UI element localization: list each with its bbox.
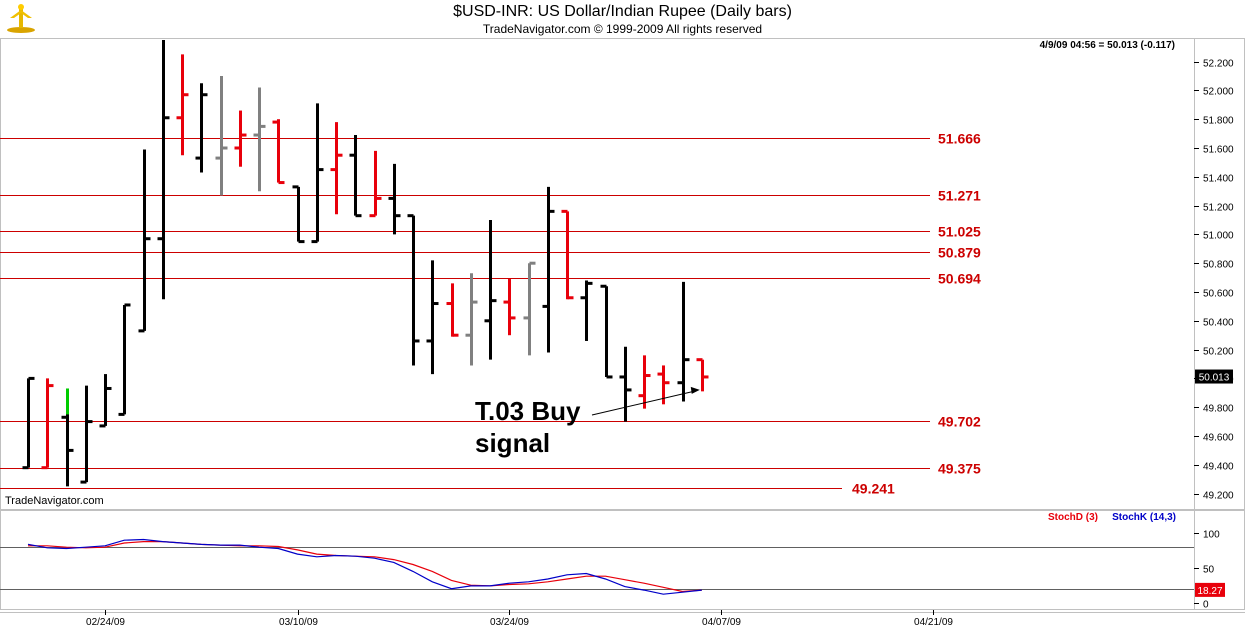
- ohlc-bar: [22, 376, 35, 470]
- ohlc-bar: [369, 150, 382, 218]
- ohlc-bar: [330, 122, 343, 215]
- price-axis-label: 49.400: [1203, 462, 1234, 473]
- annotation-line2: signal: [475, 428, 550, 458]
- ohlc-bar: [407, 214, 420, 366]
- ohlc-bar: [677, 281, 690, 402]
- ohlc-bar: [638, 355, 651, 409]
- stoch-layer: 100 50 0 18.27: [0, 530, 1225, 611]
- ohlc-bar: [580, 280, 593, 341]
- watermark: TradeNavigator.com: [5, 495, 104, 507]
- level-label: 51.271: [938, 188, 981, 204]
- ohlc-bar: [561, 209, 574, 300]
- price-axis-label: 50.600: [1203, 289, 1234, 300]
- ohlc-bar: [484, 220, 497, 360]
- chart-title: $USD-INR: US Dollar/Indian Rupee (Daily …: [453, 3, 792, 20]
- stoch-last-value-label: 18.27: [1197, 586, 1222, 597]
- ohlc-bar: [215, 76, 228, 196]
- level-label: 49.702: [938, 414, 981, 430]
- level-label: 51.025: [938, 224, 981, 240]
- ohlc-bar: [195, 83, 208, 173]
- bars-layer: [22, 40, 709, 487]
- price-readout: 4/9/09 04:56 = 50.013 (-0.117): [1040, 40, 1175, 51]
- annotation-arrowhead: [690, 386, 700, 394]
- ohlc-bar: [446, 283, 459, 337]
- chart-header: $USD-INR: US Dollar/Indian Rupee (Daily …: [0, 0, 1245, 38]
- trade-navigator-logo-icon: [7, 4, 35, 33]
- price-axis-label: 50.200: [1203, 347, 1234, 358]
- date-axis-label: 04/07/09: [702, 617, 741, 628]
- ohlc-bar: [118, 303, 131, 416]
- ohlc-bar: [349, 135, 362, 218]
- price-axis-layer: 52.200 52.000 51.800 51.600 51.400 51.200 51.0…: [1194, 59, 1234, 502]
- level-label: 50.879: [938, 245, 981, 261]
- ohlc-bar: [272, 119, 285, 185]
- ohlc-bar: [253, 87, 266, 192]
- ohlc-bar: [523, 261, 536, 356]
- ohlc-bar: [61, 388, 74, 487]
- ohlc-bar: [157, 40, 170, 300]
- level-label: 49.241: [852, 481, 895, 497]
- ohlc-bar: [292, 185, 305, 244]
- date-axis-layer: 02/24/09 03/10/09 03/24/09 04/07/09 04/21/09: [86, 610, 953, 628]
- price-axis-label: 51.000: [1203, 231, 1234, 242]
- stoch-axis-label: 100: [1203, 530, 1220, 541]
- ohlc-bar: [503, 279, 516, 336]
- stoch-series-line: [27, 538, 702, 595]
- ohlc-bar: [99, 374, 112, 428]
- date-axis-label: 02/24/09: [86, 617, 125, 628]
- ohlc-bar: [657, 365, 670, 405]
- legend-stochk: StochK (14,3): [1112, 512, 1176, 523]
- legend-stochd: StochD (3): [1048, 512, 1098, 523]
- last-price-label: 50.013: [1199, 373, 1230, 384]
- price-axis-label: 52.200: [1203, 59, 1234, 70]
- ohlc-bar: [696, 358, 709, 392]
- price-axis-label: 49.200: [1203, 491, 1234, 502]
- last-price-box: [1195, 369, 1233, 384]
- price-axis-label: 49.600: [1203, 433, 1234, 444]
- date-axis-label: 03/10/09: [279, 617, 318, 628]
- date-axis-label: 03/24/09: [490, 617, 529, 628]
- indicator-panel-frame: [0, 510, 1245, 610]
- ohlc-bar: [388, 163, 401, 235]
- price-axis-label: 51.200: [1203, 203, 1234, 214]
- price-axis-label: 50.800: [1203, 260, 1234, 271]
- stoch-series-line: [28, 540, 702, 593]
- level-label: 49.375: [938, 461, 981, 477]
- price-axis-label: 51.600: [1203, 145, 1234, 156]
- price-axis-label: 49.800: [1203, 404, 1234, 415]
- ohlc-bar: [465, 273, 478, 366]
- level-label: 51.666: [938, 131, 981, 147]
- ohlc-bar: [234, 110, 247, 167]
- copyright-notice: TradeNavigator.com © 1999-2009 All right…: [482, 22, 763, 36]
- date-axis-label: 04/21/09: [914, 617, 953, 628]
- ohlc-bar: [311, 103, 324, 244]
- ohlc-bar: [542, 186, 555, 353]
- price-axis-label: 51.800: [1203, 116, 1234, 127]
- level-label: 50.694: [938, 271, 981, 287]
- ohlc-bar: [80, 385, 93, 484]
- price-axis-label: 50.400: [1203, 318, 1234, 329]
- levels-layer: 51.666 51.271 51.025 50.879 50.694 49.702 49.3…: [0, 131, 981, 497]
- price-axis-label: 52.000: [1203, 87, 1234, 98]
- annotation-arrow: [591, 390, 696, 416]
- stoch-last-value-box: [1195, 582, 1225, 597]
- ohlc-bar: [619, 346, 632, 422]
- annotation-line1: T.03 Buy: [475, 396, 581, 426]
- stoch-axis-label: 50: [1203, 565, 1215, 576]
- price-panel-frame: [0, 38, 1245, 510]
- ohlc-bar: [600, 284, 613, 379]
- ohlc-bar: [41, 378, 54, 470]
- ohlc-bar: [138, 149, 151, 333]
- price-axis-label: 51.400: [1203, 174, 1234, 185]
- ohlc-bar: [426, 260, 439, 375]
- stoch-axis-label: 0: [1203, 600, 1209, 611]
- ohlc-bar: [176, 54, 189, 156]
